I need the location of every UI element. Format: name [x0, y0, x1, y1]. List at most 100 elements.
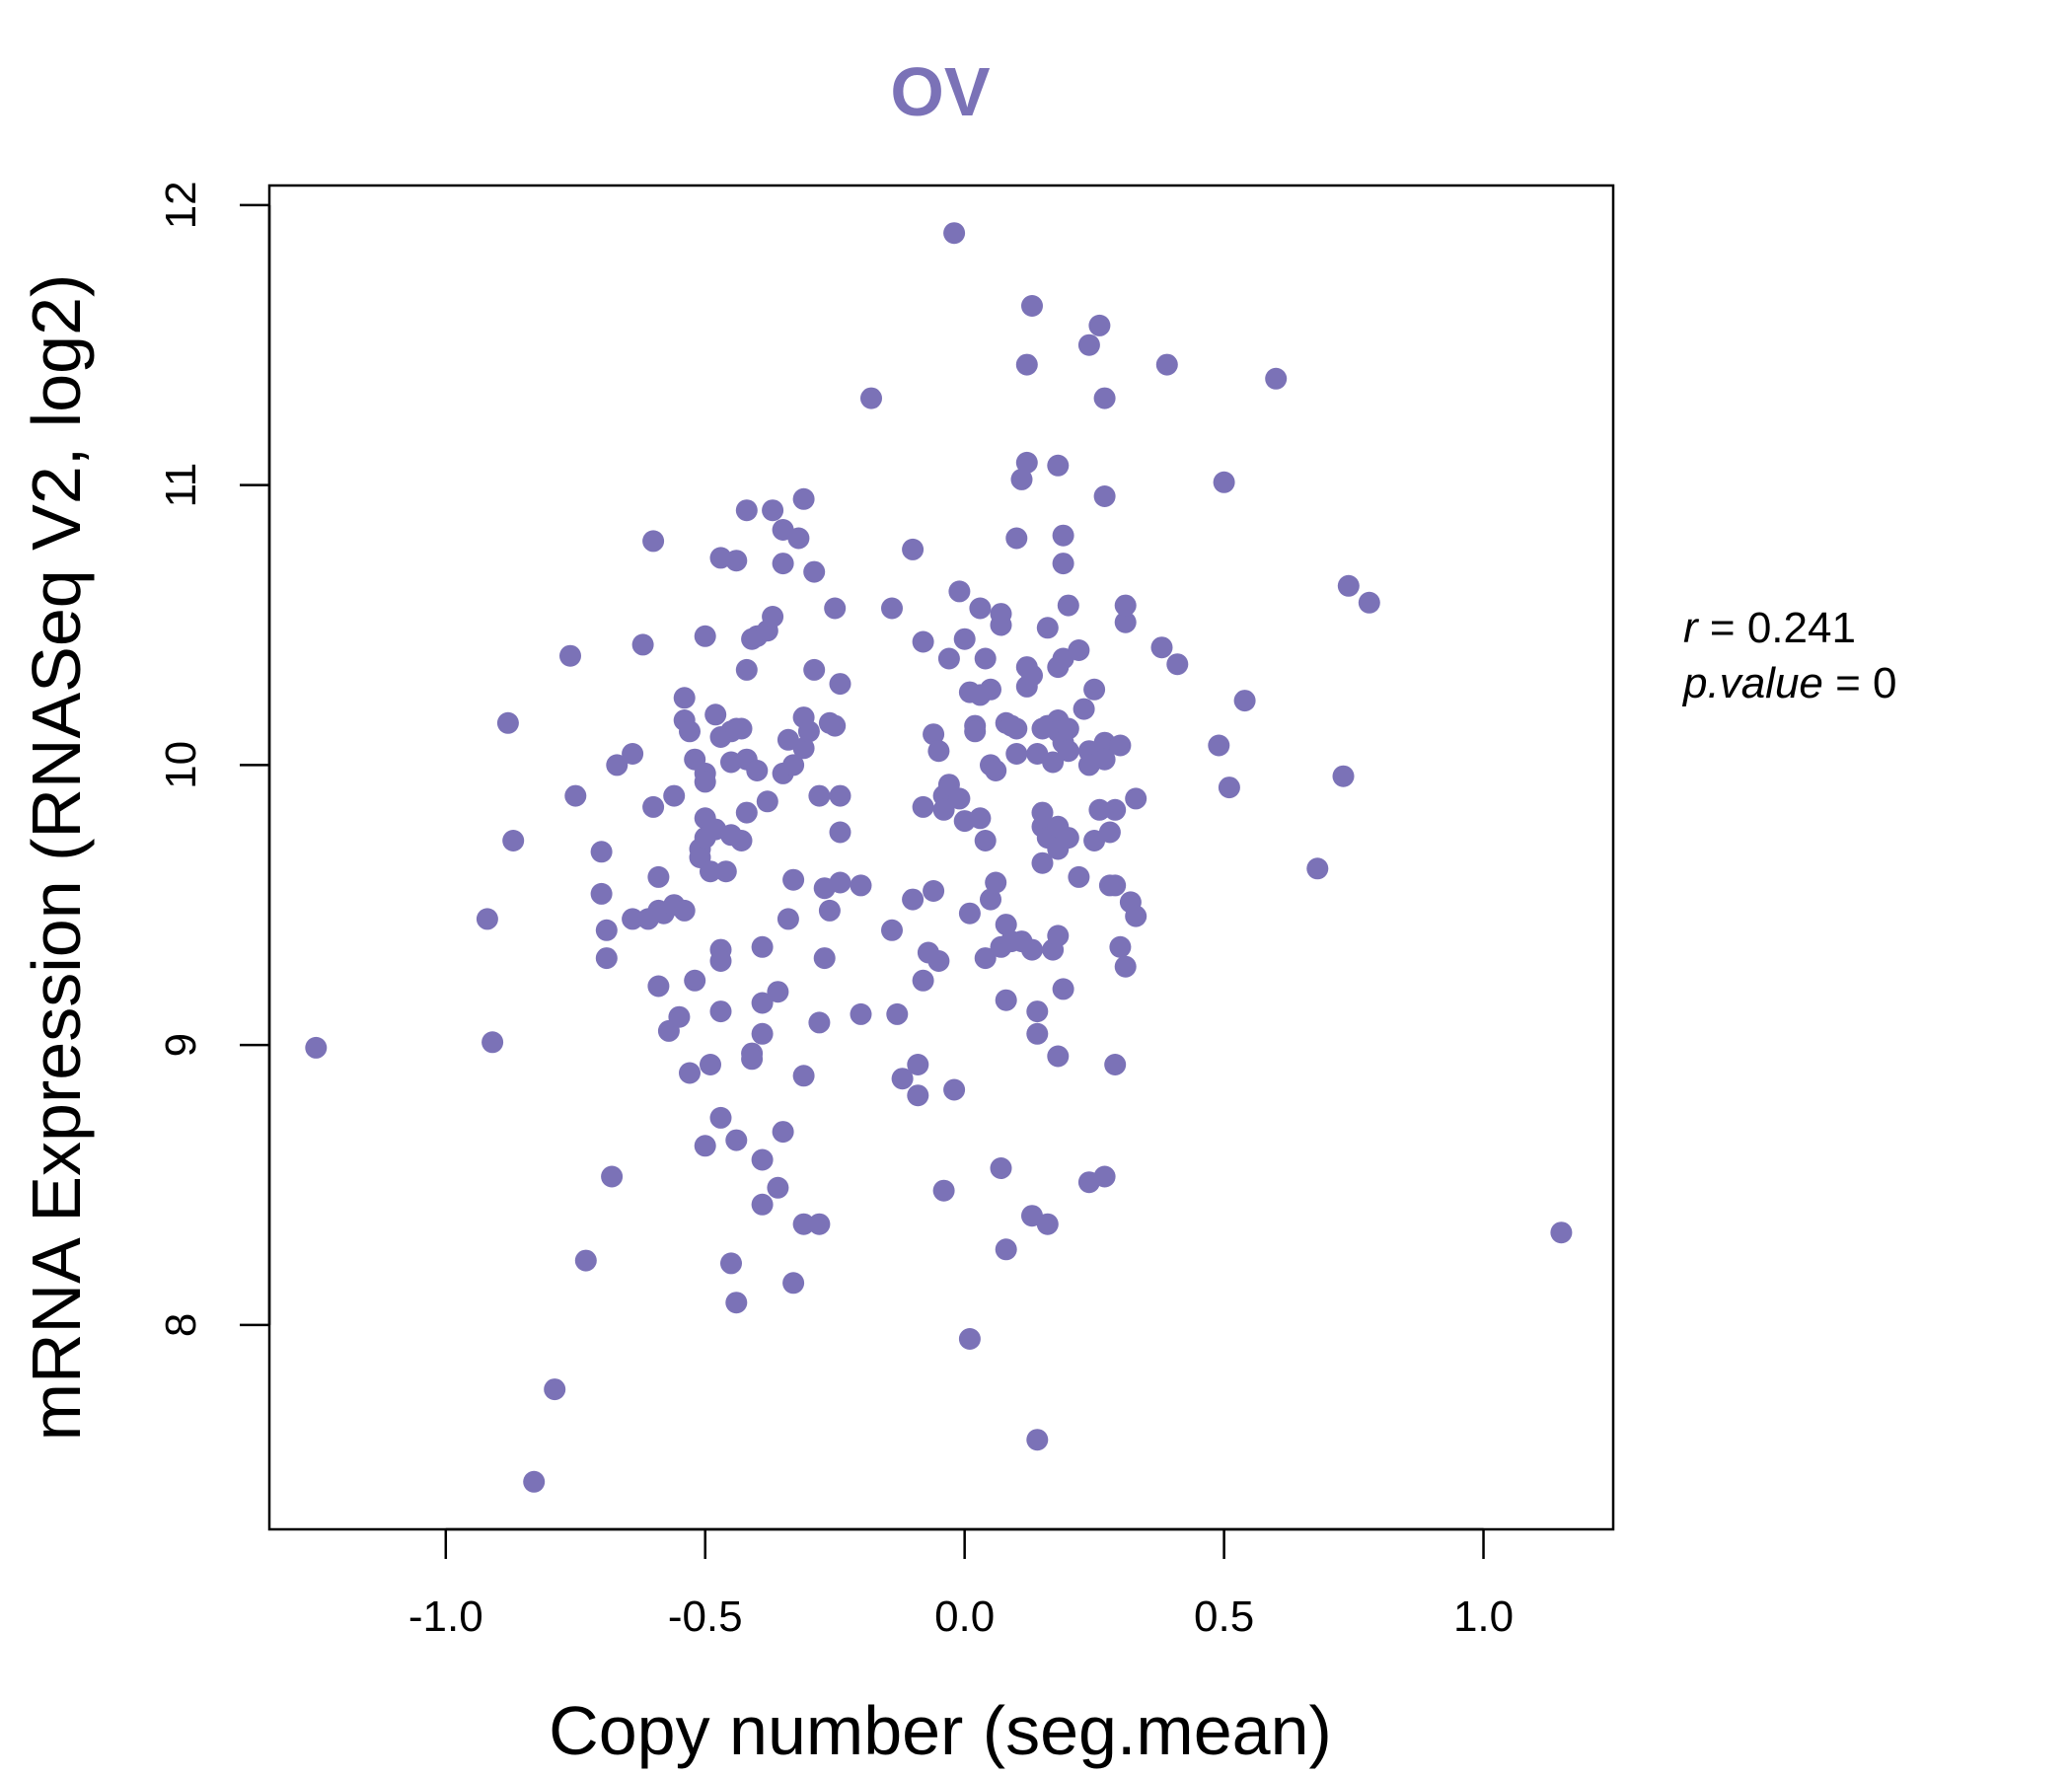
- data-point: [730, 717, 753, 740]
- data-point: [1057, 740, 1079, 763]
- data-point: [772, 553, 794, 575]
- data-point: [1068, 865, 1090, 888]
- x-tick-label: -1.0: [408, 1592, 483, 1641]
- data-point: [496, 711, 519, 734]
- data-point: [1005, 717, 1028, 740]
- stat-r-equals: =: [1710, 604, 1747, 652]
- data-point: [1083, 678, 1106, 701]
- x-tick-label: 0.5: [1194, 1592, 1254, 1641]
- data-point: [923, 723, 945, 746]
- data-point: [730, 830, 753, 851]
- data-point: [902, 538, 925, 560]
- data-point: [1104, 1054, 1127, 1075]
- data-point: [1098, 821, 1121, 844]
- data-point: [1104, 874, 1127, 897]
- data-point: [647, 975, 670, 998]
- data-point: [808, 784, 831, 807]
- data-point: [668, 1005, 691, 1028]
- data-point: [912, 795, 934, 818]
- data-point: [679, 1062, 701, 1084]
- data-point: [756, 790, 778, 813]
- data-point: [700, 1054, 721, 1075]
- data-point: [751, 1022, 774, 1045]
- y-tick-label: 9: [157, 1033, 205, 1057]
- data-point: [1010, 468, 1033, 490]
- data-point: [1093, 485, 1116, 507]
- data-point: [995, 989, 1017, 1011]
- stat-p-value: 0: [1873, 659, 1896, 707]
- data-point: [751, 935, 774, 958]
- data-point: [1093, 748, 1116, 771]
- data-point: [1358, 591, 1380, 614]
- data-point: [907, 1054, 929, 1075]
- y-tick-label: 12: [157, 181, 205, 229]
- data-point: [622, 743, 644, 765]
- data-point: [564, 784, 587, 807]
- data-point: [1077, 333, 1100, 356]
- data-point: [700, 860, 721, 883]
- data-point: [1114, 955, 1137, 978]
- data-point: [1057, 717, 1079, 740]
- data-point: [782, 754, 805, 777]
- data-point: [829, 673, 851, 696]
- data-point: [772, 1121, 794, 1144]
- data-point: [606, 754, 629, 777]
- chart-title: OV: [890, 53, 990, 130]
- data-point: [1052, 978, 1074, 1000]
- data-point: [1093, 1165, 1116, 1188]
- data-point: [1337, 574, 1360, 597]
- data-point: [1026, 1022, 1049, 1045]
- data-point: [1088, 798, 1111, 821]
- data-point: [964, 720, 987, 743]
- y-tick-label: 11: [157, 463, 205, 508]
- data-point: [829, 871, 851, 894]
- data-point: [932, 798, 955, 821]
- data-point: [912, 969, 934, 992]
- data-point: [937, 647, 960, 670]
- data-point: [1036, 1213, 1059, 1235]
- data-point: [969, 807, 992, 830]
- data-point: [1005, 527, 1028, 550]
- data-point: [679, 720, 701, 743]
- data-point: [1052, 553, 1074, 575]
- data-point: [751, 1148, 774, 1171]
- data-point: [559, 644, 581, 667]
- data-point: [1125, 905, 1147, 927]
- data-point: [803, 658, 826, 681]
- data-point: [544, 1378, 566, 1401]
- data-point: [1026, 1429, 1049, 1451]
- x-tick-label: 1.0: [1453, 1592, 1514, 1641]
- data-point: [1042, 751, 1065, 774]
- data-point: [1021, 295, 1043, 317]
- data-point: [953, 628, 976, 650]
- data-point: [1104, 798, 1127, 821]
- data-point: [782, 1272, 805, 1295]
- data-point: [1125, 787, 1147, 810]
- data-point: [709, 950, 732, 972]
- data-point: [990, 603, 1012, 626]
- data-point: [1150, 636, 1173, 659]
- data-point: [881, 597, 903, 620]
- data-point: [1218, 777, 1240, 799]
- data-point: [829, 821, 851, 844]
- data-point: [767, 1176, 789, 1199]
- data-point: [902, 888, 925, 911]
- data-point: [1015, 451, 1038, 474]
- data-point: [1047, 454, 1070, 477]
- data-point: [808, 1011, 831, 1034]
- data-point: [1068, 639, 1090, 661]
- data-point: [762, 499, 784, 522]
- data-point: [782, 868, 805, 891]
- data-point: [958, 1328, 981, 1350]
- data-point: [1233, 690, 1256, 712]
- data-point: [923, 880, 945, 902]
- data-points: [305, 222, 1573, 1493]
- data-point: [709, 1106, 732, 1129]
- x-tick-label: 0.0: [934, 1592, 995, 1641]
- data-point: [305, 1036, 328, 1059]
- data-point: [1109, 734, 1132, 757]
- data-point: [1015, 353, 1038, 376]
- data-point: [808, 1213, 831, 1235]
- data-point: [787, 527, 810, 550]
